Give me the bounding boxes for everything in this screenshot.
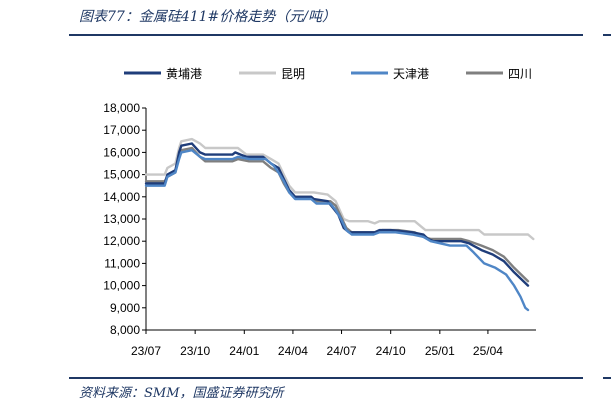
- series-line-1: [144, 137, 535, 241]
- x-tick-label: 24/01: [229, 344, 259, 358]
- figure-title: 图表77：金属硅411#价格走势（元/吨）: [79, 9, 336, 25]
- x-tick-label: 24/10: [376, 344, 406, 358]
- legend-label-1: 昆明: [281, 67, 305, 81]
- y-tick-label: 16,000: [103, 145, 140, 159]
- y-tick-label: 8,000: [110, 323, 140, 337]
- title-rule: [69, 34, 583, 36]
- x-axis: 23/07 23/10 24/01 24/04 24/07 24/10 25/01 25/04: [131, 329, 536, 358]
- y-tick-label: 9,000: [110, 301, 140, 315]
- y-tick-label: 13,000: [103, 212, 140, 226]
- series-line-2: [144, 149, 530, 312]
- y-tick-label: 10,000: [103, 279, 140, 293]
- y-tick-label: 15,000: [103, 168, 140, 182]
- series-lines: [144, 137, 535, 312]
- x-tick-label: 25/01: [425, 344, 455, 358]
- source-rule-tick: [603, 377, 611, 379]
- y-tick-label: 17,000: [103, 123, 140, 137]
- y-axis: 8,000 9,000 10,000 11,000 12,000 13,000 14,000…: [103, 101, 147, 337]
- x-tick-label: 24/04: [278, 344, 308, 358]
- series-line-0: [144, 142, 530, 287]
- source-note: 资料来源：SMM，国盛证券研究所: [79, 386, 284, 401]
- legend-label-3: 四川: [508, 67, 532, 81]
- legend-label-2: 天津港: [393, 67, 429, 81]
- title-rule-tick: [603, 34, 611, 36]
- x-tick-label: 23/10: [180, 344, 210, 358]
- x-tick-label: 23/07: [131, 344, 161, 358]
- chart-legend: 黄埔港 昆明 天津港 四川: [124, 67, 532, 81]
- x-tick-label: 25/04: [473, 344, 503, 358]
- source-rule: [69, 377, 583, 379]
- y-tick-label: 14,000: [103, 190, 140, 204]
- y-tick-label: 12,000: [103, 234, 140, 248]
- y-tick-label: 18,000: [103, 101, 140, 115]
- y-tick-label: 11,000: [104, 256, 140, 270]
- x-tick-label: 24/07: [327, 344, 357, 358]
- legend-label-0: 黄埔港: [166, 67, 202, 81]
